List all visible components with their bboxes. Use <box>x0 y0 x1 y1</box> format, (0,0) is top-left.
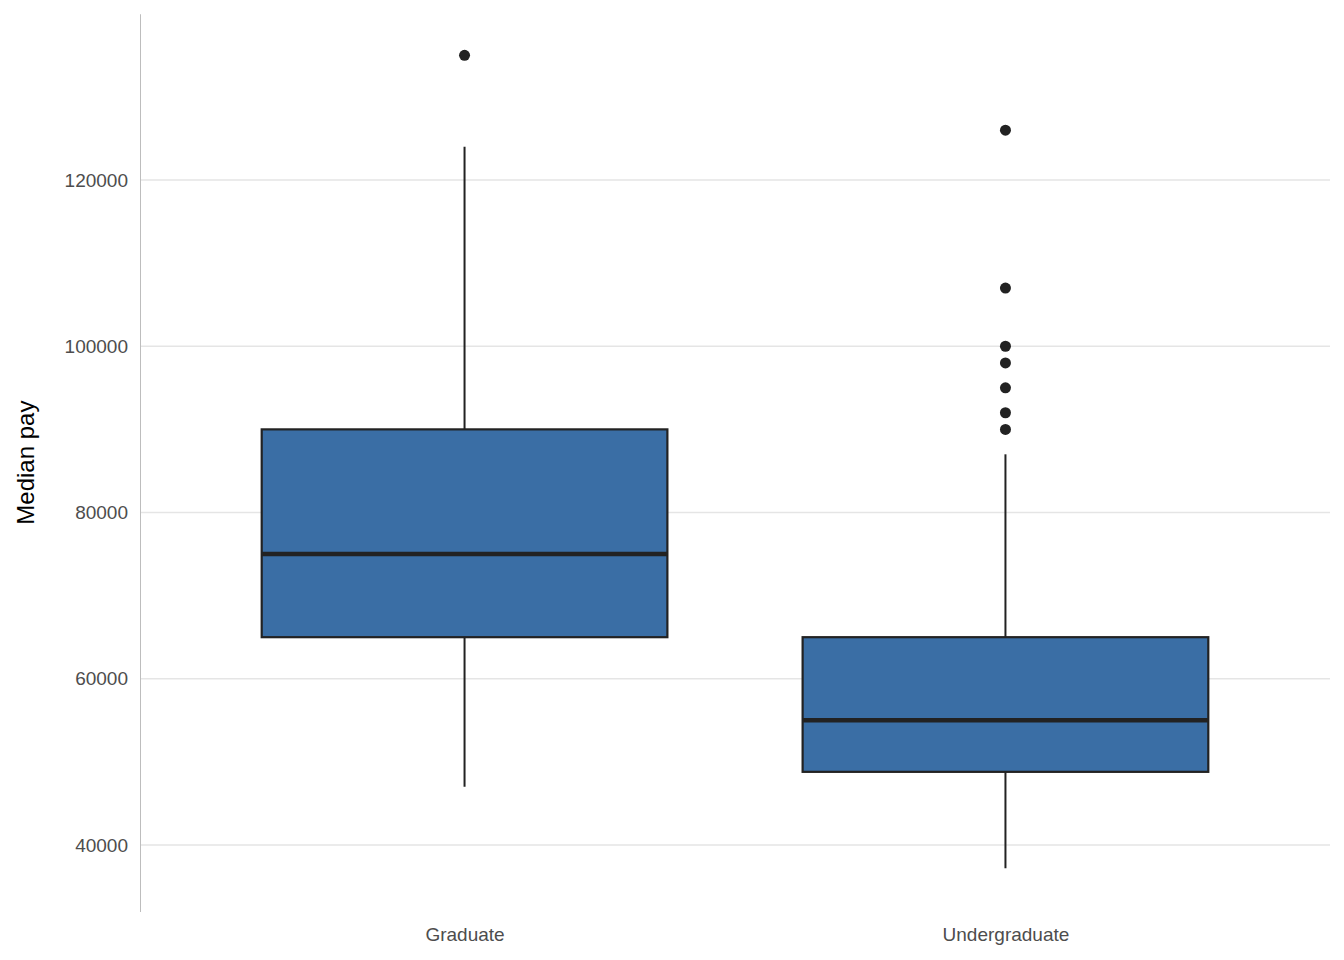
outlier <box>1000 382 1011 393</box>
y-tick-label: 120000 <box>65 170 128 191</box>
y-tick: 60000 <box>75 668 140 689</box>
y-axis-line <box>140 14 141 912</box>
y-tick: 100000 <box>65 336 140 357</box>
y-tick: 120000 <box>65 170 140 191</box>
grid-line <box>140 844 1330 846</box>
outlier <box>1000 341 1011 352</box>
y-tick: 40000 <box>75 835 140 856</box>
box <box>262 429 668 637</box>
box-group <box>803 125 1209 869</box>
grid-line <box>140 179 1330 181</box>
outlier <box>1000 125 1011 136</box>
box-group <box>262 50 668 787</box>
lower-whisker <box>1004 772 1006 868</box>
outlier <box>459 50 470 61</box>
upper-whisker <box>1004 454 1006 637</box>
lower-whisker <box>464 637 466 787</box>
grid-line <box>140 345 1330 347</box>
x-tick: Graduate <box>425 912 504 945</box>
upper-whisker <box>464 147 466 430</box>
median-line <box>262 552 668 557</box>
outlier <box>1000 357 1011 368</box>
grid <box>140 180 1330 845</box>
y-tick-label: 60000 <box>75 668 128 689</box>
y-tick-label: 40000 <box>75 835 128 856</box>
outlier <box>1000 283 1011 294</box>
boxes <box>262 50 1209 868</box>
x-axis: Graduate Undergraduate <box>425 912 1069 945</box>
outlier <box>1000 407 1011 418</box>
x-tick-label: Graduate <box>425 924 504 945</box>
y-tick-label: 80000 <box>75 502 128 523</box>
box <box>803 637 1209 772</box>
y-axis: 40000 60000 80000 100000 120000 <box>65 14 141 912</box>
x-tick: Undergraduate <box>943 912 1070 945</box>
y-tick-label: 100000 <box>65 336 128 357</box>
outlier <box>1000 424 1011 435</box>
x-tick-label: Undergraduate <box>943 924 1070 945</box>
y-axis-title: Median pay <box>12 401 39 525</box>
y-tick: 80000 <box>75 502 140 523</box>
median-line <box>803 718 1209 723</box>
